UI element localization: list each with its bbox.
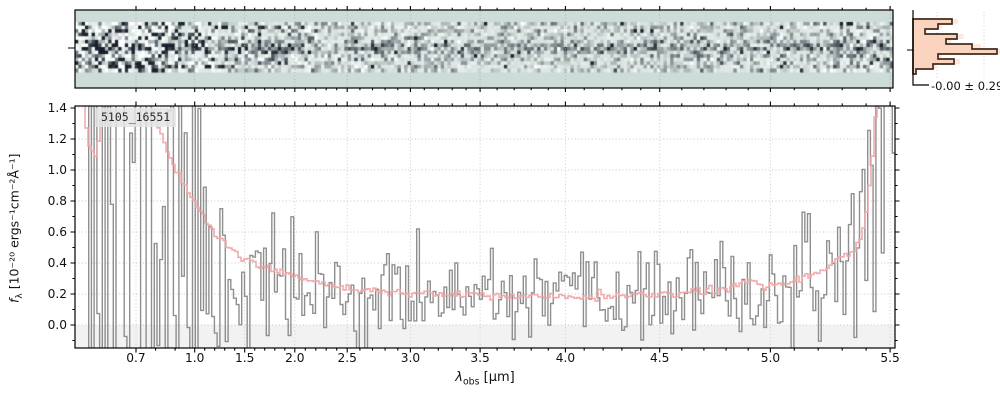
axis-ticks bbox=[68, 6, 913, 353]
x-tick-label: 2.5 bbox=[338, 351, 357, 365]
y-axis-subscript: λ bbox=[15, 292, 26, 299]
1d-series bbox=[84, 106, 895, 348]
x-tick-label: 3.0 bbox=[401, 351, 420, 365]
x-axis-symbol: λ bbox=[455, 370, 463, 385]
2d-spectrum-image bbox=[75, 10, 893, 88]
flux-line bbox=[88, 106, 895, 348]
y-tick-label: 0.6 bbox=[48, 225, 67, 239]
y-axis-units: [10⁻²⁰ ergs⁻¹cm⁻²Å⁻¹] bbox=[6, 153, 22, 293]
x-tick-label: 1.5 bbox=[235, 351, 254, 365]
2d-gridlines bbox=[135, 11, 891, 87]
error-line bbox=[84, 106, 878, 302]
hist-spine bbox=[912, 10, 929, 86]
histogram-bars bbox=[912, 18, 998, 75]
x-tick-label: 5.5 bbox=[880, 351, 899, 365]
x-axis-subscript: obs bbox=[462, 376, 480, 388]
x-axis-units: [μm] bbox=[479, 370, 515, 385]
y-tick-label: 0.8 bbox=[48, 194, 67, 208]
x-axis-label: λobs [μm] bbox=[385, 370, 585, 388]
source-id-label: 5105_16551 bbox=[95, 108, 177, 127]
below-zero-shade bbox=[75, 325, 895, 348]
x-tick-label: 2.0 bbox=[285, 351, 304, 365]
y-tick-label: 0.4 bbox=[48, 256, 68, 270]
x-tick-label: 0.7 bbox=[126, 351, 145, 365]
y-tick-label: 0.2 bbox=[48, 287, 67, 301]
x-tick-label: 3.5 bbox=[470, 351, 489, 365]
x-tick-label: 4.5 bbox=[650, 351, 669, 365]
tick-labels: 0.7 1.0 1.5 2.0 2.5 3.0 3.5 4.0 4.5 5.0 5.5 0.0 0.2 0… bbox=[48, 101, 900, 365]
x-tick-label: 1.0 bbox=[185, 351, 204, 365]
y-tick-label: 0.0 bbox=[48, 318, 67, 332]
y-tick-label: 1.2 bbox=[48, 132, 67, 146]
1d-panel-frame bbox=[74, 105, 896, 349]
y-tick-label: 1.4 bbox=[48, 101, 68, 115]
2d-panel-frame bbox=[74, 9, 894, 89]
y-tick-label: 1.0 bbox=[48, 163, 67, 177]
histogram-stat-label: -0.00 ± 0.29 bbox=[931, 79, 1000, 93]
x-tick-label: 4.0 bbox=[556, 351, 575, 365]
x-tick-label: 5.0 bbox=[761, 351, 780, 365]
